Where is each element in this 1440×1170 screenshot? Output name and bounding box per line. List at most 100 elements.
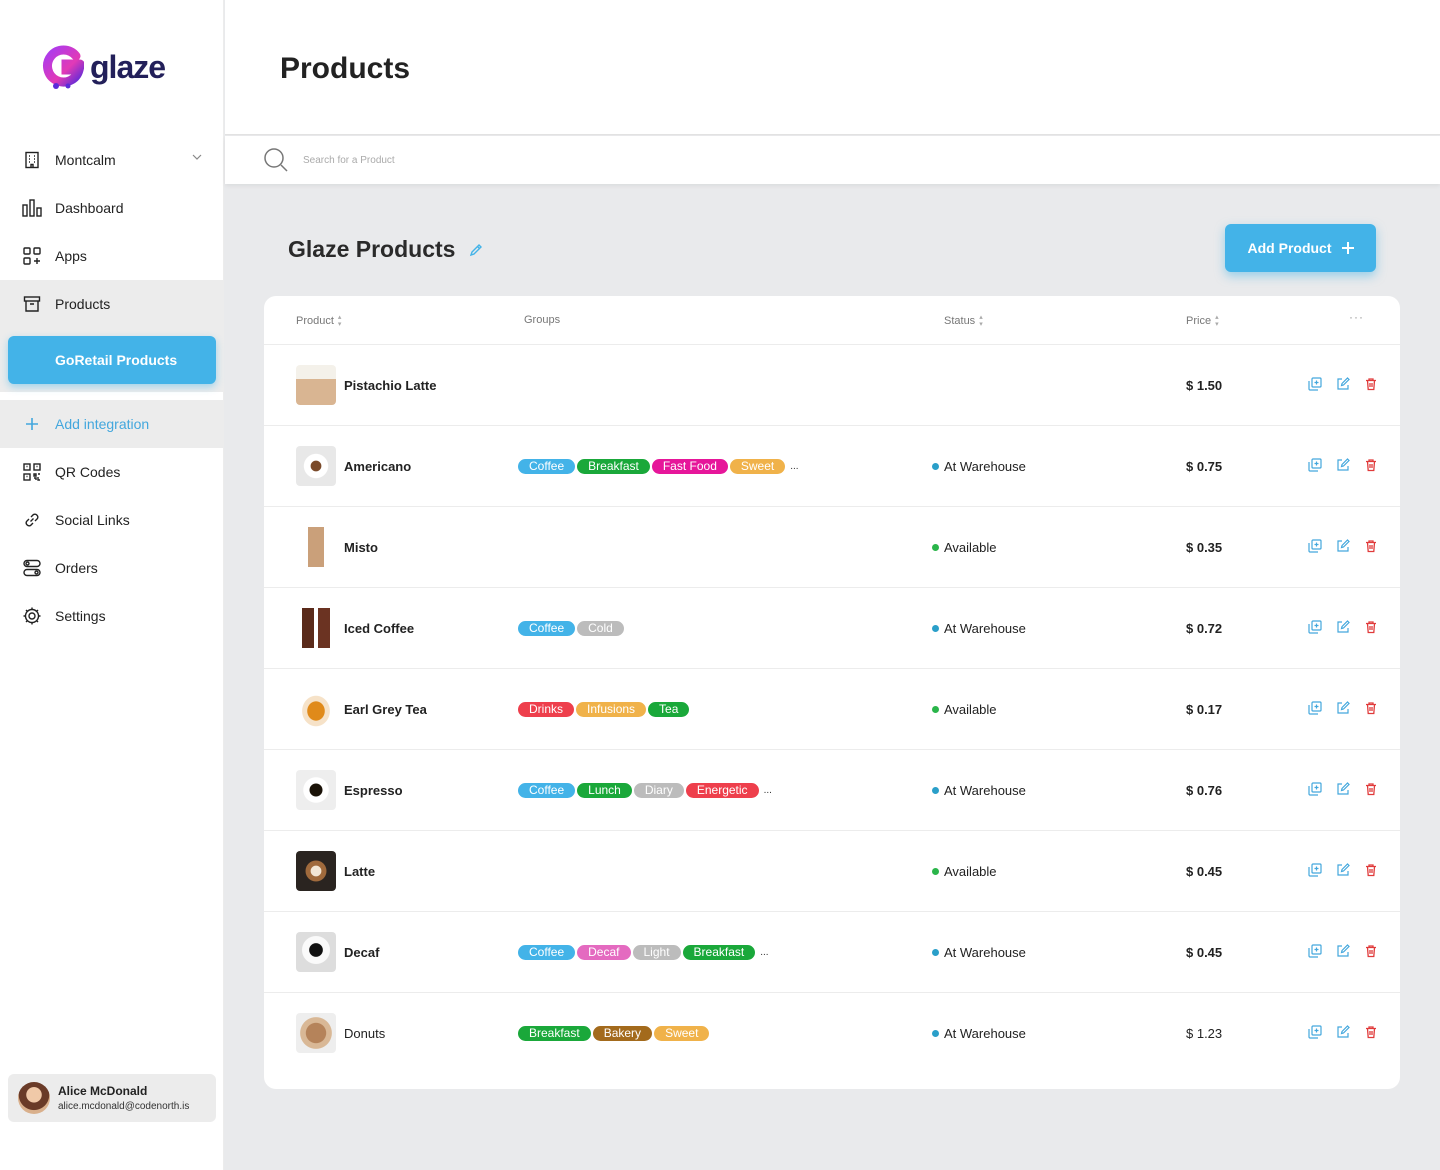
groups-overflow[interactable]: ... [763,785,772,796]
add-product-button[interactable]: Add Product [1225,224,1376,272]
trash-icon[interactable] [1364,782,1378,796]
table-row[interactable]: Iced Coffee Coffee Cold At Warehouse $ 0.72 [264,588,1400,669]
edit-icon[interactable] [1336,944,1350,958]
more-options-icon[interactable]: ··· [1349,310,1364,324]
edit-icon[interactable] [1336,863,1350,877]
sidebar-item-orders[interactable]: Orders [0,544,224,592]
sidebar-item-products[interactable]: Products [0,280,224,328]
group-tag[interactable]: Lunch [577,783,632,798]
trash-icon[interactable] [1364,701,1378,715]
trash-icon[interactable] [1364,539,1378,553]
toggles-icon [22,558,42,578]
table-row[interactable]: Misto Available $ 0.35 [264,507,1400,588]
product-name[interactable]: Donuts [344,1026,386,1041]
group-tag[interactable]: Drinks [518,702,575,717]
duplicate-icon[interactable] [1308,458,1322,472]
edit-icon[interactable] [1336,1025,1350,1039]
sidebar-item-dashboard[interactable]: Dashboard [0,184,224,232]
table-header: Product ▴ ▾ Groups Status ▴ ▾ Price ▴ ▾ ··· [264,296,1400,345]
pencil-icon[interactable] [469,243,483,257]
group-tag[interactable]: Decaf [577,945,631,960]
search-input[interactable] [303,154,703,166]
product-name[interactable]: Misto [344,540,378,555]
duplicate-icon[interactable] [1308,1025,1322,1039]
group-tag[interactable]: Sweet [654,1026,710,1041]
column-header-product[interactable]: Product ▴ ▾ [296,314,341,328]
product-name[interactable]: Pistachio Latte [344,378,437,393]
sidebar-item-store[interactable]: Montcalm [0,136,224,184]
duplicate-icon[interactable] [1308,863,1322,877]
product-name[interactable]: Earl Grey Tea [344,702,427,717]
edit-icon[interactable] [1336,458,1350,472]
group-tag[interactable]: Energetic [685,783,759,798]
product-name[interactable]: Iced Coffee [344,621,415,636]
group-tag[interactable]: Fast Food [651,459,728,474]
group-tag[interactable]: Bakery [592,1026,653,1041]
group-tag[interactable]: Infusions [576,702,647,717]
table-row[interactable]: Donuts Breakfast Bakery Sweet At Warehouse $ … [264,993,1400,1074]
duplicate-icon[interactable] [1308,377,1322,391]
sidebar-item-apps[interactable]: Apps [0,232,224,280]
column-header-status[interactable]: Status ▴ ▾ [944,314,983,328]
products-table: Product ▴ ▾ Groups Status ▴ ▾ Price ▴ ▾ ···… [264,296,1400,1089]
column-header-price[interactable]: Price ▴ ▾ [1186,314,1219,328]
trash-icon[interactable] [1364,863,1378,877]
trash-icon[interactable] [1364,377,1378,391]
group-tag[interactable]: Coffee [518,783,576,798]
group-tag[interactable]: Coffee [518,945,576,960]
edit-icon[interactable] [1336,782,1350,796]
group-tag[interactable]: Light [632,945,681,960]
sidebar-item-settings[interactable]: Settings [0,592,224,640]
sidebar-item-social-links[interactable]: Social Links [0,496,224,544]
table-row[interactable]: Espresso Coffee Lunch Diary Energetic... At W… [264,750,1400,831]
edit-icon[interactable] [1336,539,1350,553]
group-tag[interactable]: Coffee [518,459,576,474]
table-row[interactable]: Pistachio Latte $ 1.50 [264,345,1400,426]
table-row[interactable]: Americano Coffee Breakfast Fast Food Sweet..… [264,426,1400,507]
edit-icon[interactable] [1336,620,1350,634]
group-tag[interactable]: Diary [633,783,684,798]
group-tag[interactable]: Breakfast [682,945,756,960]
group-tag[interactable]: Tea [648,702,690,717]
archive-box-icon [22,294,42,314]
trash-icon[interactable] [1364,1025,1378,1039]
table-row[interactable]: Latte Available $ 0.45 [264,831,1400,912]
product-name[interactable]: Espresso [344,783,403,798]
sidebar-item-label: Montcalm [55,152,116,168]
product-groups: Coffee Breakfast Fast Food Sweet... [518,459,799,474]
chevron-down-icon[interactable] [192,154,202,160]
table-row[interactable]: Decaf Coffee Decaf Light Breakfast... At Ware… [264,912,1400,993]
groups-overflow[interactable]: ... [760,947,769,958]
table-row[interactable]: Earl Grey Tea Drinks Infusions Tea Available… [264,669,1400,750]
product-thumbnail [296,770,336,810]
duplicate-icon[interactable] [1308,944,1322,958]
group-tag[interactable]: Coffee [518,621,576,636]
duplicate-icon[interactable] [1308,539,1322,553]
user-profile-card[interactable]: Alice McDonald alice.mcdonald@codenorth.… [8,1074,216,1122]
row-actions [1308,458,1378,472]
product-name[interactable]: Latte [344,864,376,879]
group-tag[interactable]: Breakfast [577,459,650,474]
product-name[interactable]: Decaf [344,945,380,960]
duplicate-icon[interactable] [1308,620,1322,634]
group-tag[interactable]: Sweet [729,459,786,474]
edit-icon[interactable] [1336,701,1350,715]
page-title: Products [280,52,411,85]
add-integration-button[interactable]: Add integration [0,400,224,448]
trash-icon[interactable] [1364,944,1378,958]
group-tag[interactable]: Breakfast [518,1026,591,1041]
product-name[interactable]: Americano [344,459,412,474]
brand-logo[interactable]: glaze [42,44,166,90]
trash-icon[interactable] [1364,620,1378,634]
row-actions [1308,863,1378,877]
groups-overflow[interactable]: ... [790,461,799,472]
group-tag[interactable]: Cold [577,621,624,636]
duplicate-icon[interactable] [1308,701,1322,715]
search-icon[interactable] [263,147,289,173]
sidebar-subitem-goretail-products[interactable]: GoRetail Products [8,336,216,384]
edit-icon[interactable] [1336,377,1350,391]
trash-icon[interactable] [1364,458,1378,472]
sidebar-item-qr-codes[interactable]: QR Codes [0,448,224,496]
duplicate-icon[interactable] [1308,782,1322,796]
sidebar-item-label: Products [55,296,111,312]
